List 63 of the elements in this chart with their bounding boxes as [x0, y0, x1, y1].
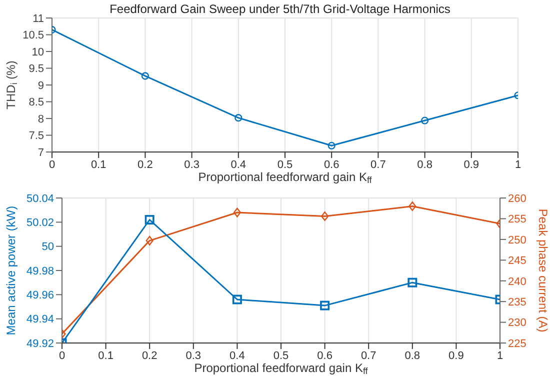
- x-tick-label: 0.3: [184, 158, 200, 171]
- y-tick-label: 8: [38, 113, 44, 126]
- x-tick-label: 1: [514, 158, 522, 171]
- x-tick-label: 0.7: [370, 158, 386, 171]
- point: [146, 236, 154, 246]
- y-tick-label: 10.5: [22, 30, 44, 42]
- x-tick-label: 0.7: [360, 350, 376, 362]
- x-tick-label: 0.8: [417, 158, 432, 171]
- x-tick-label: 0.9: [448, 350, 464, 362]
- x-tick-label: 1: [496, 350, 504, 362]
- y-tick-label: 11: [32, 12, 44, 25]
- y-tick-label: 49.96: [26, 290, 54, 302]
- point: [408, 202, 416, 212]
- x-tick-label: 0.2: [138, 158, 153, 171]
- y2-axis-title: Peak phase current (A): [536, 208, 550, 332]
- point: [320, 300, 330, 310]
- x-axis-title: Proportional feedforward gain K$_{ff}$: [194, 361, 368, 376]
- y-tick-label: 9: [38, 80, 44, 92]
- chart-title: Feedforward Gain Sweep under 5th/7th Grid-Voltage Harmonics: [110, 2, 450, 16]
- point: [233, 208, 241, 218]
- x-tick-label: 0: [48, 158, 56, 171]
- y2-tick-label: 250: [508, 234, 526, 246]
- x-tick-label: 0.1: [98, 350, 114, 362]
- x-tick-label: 0.4: [230, 350, 245, 362]
- x-tick-label: 0.4: [230, 158, 246, 171]
- x-tick-label: 0.3: [186, 350, 202, 362]
- x-tick-label: 0.5: [277, 158, 293, 171]
- point: [234, 114, 242, 122]
- y-tick-label: 49.98: [26, 265, 54, 278]
- y-tick-label: 49.92: [26, 338, 54, 350]
- y-tick-label: 9.5: [28, 63, 44, 76]
- y-tick-label: 49.94: [26, 314, 54, 326]
- x-tick-label: 0.5: [273, 350, 289, 362]
- y-tick-label: 10: [32, 46, 44, 58]
- y-axis-title: Mean active power (kW): [4, 206, 18, 336]
- y-tick-label: 7.5: [28, 130, 44, 142]
- y-tick-label: 7: [38, 146, 44, 159]
- y-tick-label: 50.04: [26, 192, 54, 205]
- point: [144, 215, 154, 224]
- x-tick-label: 0: [58, 350, 66, 362]
- y2-tick-label: 240: [508, 276, 526, 288]
- x-tick-label: 0.1: [90, 158, 106, 171]
- y2-tick-label: 245: [508, 255, 526, 268]
- point: [421, 116, 429, 124]
- point: [321, 211, 329, 221]
- y2-tick-label: 230: [508, 317, 526, 330]
- x-tick-label: 0.6: [324, 158, 340, 171]
- point: [408, 278, 418, 288]
- x-tick-label: 0.9: [464, 158, 480, 171]
- y-tick-label: 50: [42, 241, 54, 254]
- point: [141, 72, 149, 80]
- y2-tick-label: 225: [508, 338, 526, 350]
- y2-tick-label: 255: [508, 214, 526, 226]
- point: [328, 142, 336, 150]
- y2-tick-label: 260: [508, 192, 526, 205]
- y-tick-label: 8.5: [28, 96, 44, 109]
- x-tick-label: 0.2: [142, 350, 158, 362]
- y-tick-label: 50.02: [26, 217, 54, 230]
- y2-tick-label: 235: [508, 296, 526, 308]
- point: [232, 294, 242, 304]
- x-tick-label: 0.6: [317, 350, 332, 362]
- x-tick-label: 0.8: [404, 350, 420, 362]
- x-axis-title: Proportional feedforward gain K$_{ff}$: [198, 170, 372, 186]
